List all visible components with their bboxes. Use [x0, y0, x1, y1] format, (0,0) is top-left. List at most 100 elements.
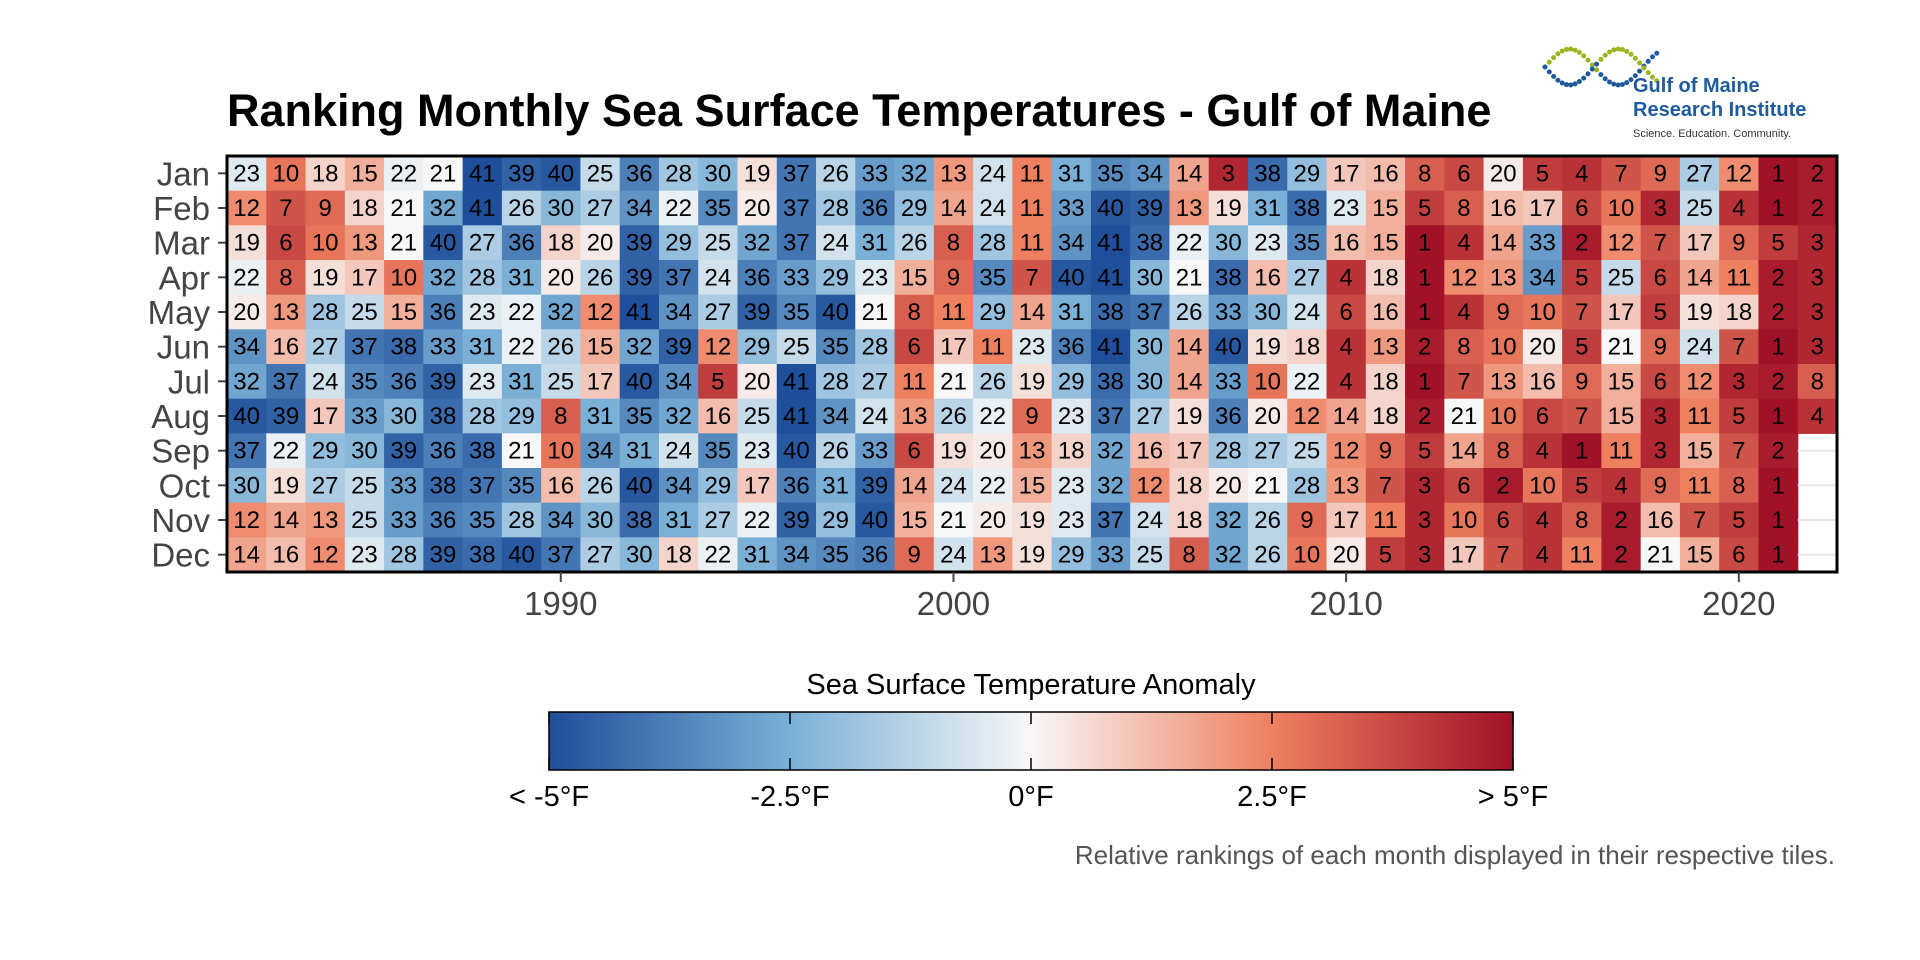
heatmap-cell — [462, 260, 503, 296]
heatmap-cell — [1130, 156, 1171, 192]
heatmap-cell — [1051, 364, 1092, 400]
heatmap-cell — [619, 398, 660, 434]
cell-rank-label: 20 — [744, 195, 771, 222]
heatmap-cell — [1640, 398, 1681, 434]
cell-rank-label: 40 — [822, 299, 849, 326]
heatmap-cell — [894, 468, 935, 504]
heatmap-cell — [1012, 364, 1053, 400]
heatmap-cell — [541, 502, 582, 538]
logo-dot — [1645, 58, 1651, 64]
cell-rank-label: 36 — [862, 542, 889, 569]
cell-rank-label: 27 — [1686, 160, 1713, 187]
heatmap-cell — [266, 294, 307, 330]
heatmap-cell — [501, 398, 542, 434]
cell-rank-label: 16 — [1647, 507, 1674, 534]
cell-rank-label: 19 — [1215, 195, 1242, 222]
month-label: Oct — [159, 467, 210, 504]
heatmap-cell — [1444, 156, 1485, 192]
cell-rank-label: 18 — [547, 230, 574, 257]
heatmap-cell — [1051, 433, 1092, 469]
cell-rank-label: 13 — [312, 507, 339, 534]
cell-rank-label: 21 — [1647, 542, 1674, 569]
heatmap-cell — [1247, 502, 1288, 538]
logo-dot — [1615, 82, 1621, 88]
heatmap-cell — [1758, 156, 1799, 192]
heatmap-cell — [1562, 502, 1602, 538]
heatmap-cell — [1719, 398, 1760, 434]
heatmap-cell — [737, 190, 778, 226]
cell-rank-label: 38 — [1215, 264, 1242, 291]
heatmap-cell — [501, 468, 542, 504]
cell-rank-label: 18 — [1725, 299, 1752, 326]
heatmap-cell — [894, 502, 935, 538]
heatmap-cell — [1287, 537, 1328, 573]
cell-rank-label: 12 — [705, 334, 732, 361]
heatmap-cell — [1287, 364, 1328, 400]
cell-rank-label: 32 — [901, 160, 928, 187]
heatmap-cell — [1444, 260, 1485, 296]
cell-rank-label: 11 — [980, 334, 1005, 361]
cell-rank-label: 35 — [508, 472, 535, 499]
logo-dot — [1594, 67, 1600, 73]
cell-rank-label: 22 — [1294, 368, 1321, 395]
heatmap-cell — [698, 329, 739, 365]
heatmap-cell — [698, 433, 739, 469]
heatmap-cell — [816, 433, 856, 469]
heatmap-cell — [501, 329, 542, 365]
cell-rank-label: 27 — [862, 368, 889, 395]
cell-rank-label: 17 — [1176, 438, 1203, 465]
heatmap-cell — [1679, 364, 1720, 400]
cell-rank-label: 3 — [1654, 403, 1667, 430]
heatmap-cell — [1012, 502, 1053, 538]
heatmap-cell — [580, 225, 621, 261]
heatmap-cell — [776, 329, 817, 365]
logo-dot — [1611, 81, 1617, 87]
heatmap-cell — [698, 537, 739, 573]
cell-rank-label: 33 — [430, 334, 457, 361]
cell-rank-label: 9 — [1379, 438, 1392, 465]
logo-dot — [1555, 77, 1561, 83]
heatmap-cell — [305, 433, 346, 469]
cell-rank-label: 5 — [1771, 230, 1784, 257]
heatmap-cell — [1051, 537, 1092, 573]
cell-rank-label: 14 — [901, 472, 928, 499]
cell-rank-label: 38 — [469, 438, 496, 465]
heatmap-cell — [855, 260, 896, 296]
cell-rank-label: 31 — [587, 403, 614, 430]
cell-rank-label: 32 — [430, 264, 457, 291]
heatmap-cell — [1483, 294, 1524, 330]
cell-rank-label: 15 — [351, 160, 378, 187]
cell-rank-label: 3 — [1811, 299, 1824, 326]
cell-rank-label: 1 — [1771, 507, 1784, 534]
cell-rank-label: 34 — [665, 299, 692, 326]
cell-rank-label: 25 — [547, 368, 574, 395]
cell-rank-label: 3 — [1811, 230, 1824, 257]
logo-dot — [1637, 68, 1643, 74]
cell-rank-label: 36 — [1058, 334, 1085, 361]
heatmap-cell — [973, 190, 1013, 226]
heatmap-cell — [1679, 398, 1720, 434]
heatmap-cell — [266, 260, 307, 296]
cell-rank-label: 5 — [711, 368, 724, 395]
cell-rank-label: 33 — [390, 507, 417, 534]
logo-dot — [1598, 56, 1604, 62]
heatmap-cell — [580, 398, 621, 434]
cell-rank-label: 26 — [822, 438, 849, 465]
heatmap-cell — [658, 537, 699, 573]
cell-rank-label: 15 — [390, 299, 417, 326]
heatmap-cell — [1797, 260, 1838, 296]
heatmap-cell — [384, 433, 424, 469]
cell-rank-label: 35 — [979, 264, 1006, 291]
heatmap-cell — [1405, 364, 1445, 400]
cell-rank-label: 29 — [665, 230, 692, 257]
cell-rank-label: 35 — [705, 438, 732, 465]
heatmap-cell — [305, 468, 346, 504]
cell-rank-label: 31 — [508, 264, 535, 291]
cell-rank-label: 28 — [469, 403, 496, 430]
cell-rank-label: 2 — [1811, 195, 1824, 222]
cell-rank-label: 22 — [744, 507, 771, 534]
cell-rank-label: 5 — [1654, 299, 1667, 326]
heatmap-cell — [1719, 433, 1760, 469]
heatmap-cell — [1090, 329, 1131, 365]
cell-rank-label: 19 — [1019, 368, 1046, 395]
